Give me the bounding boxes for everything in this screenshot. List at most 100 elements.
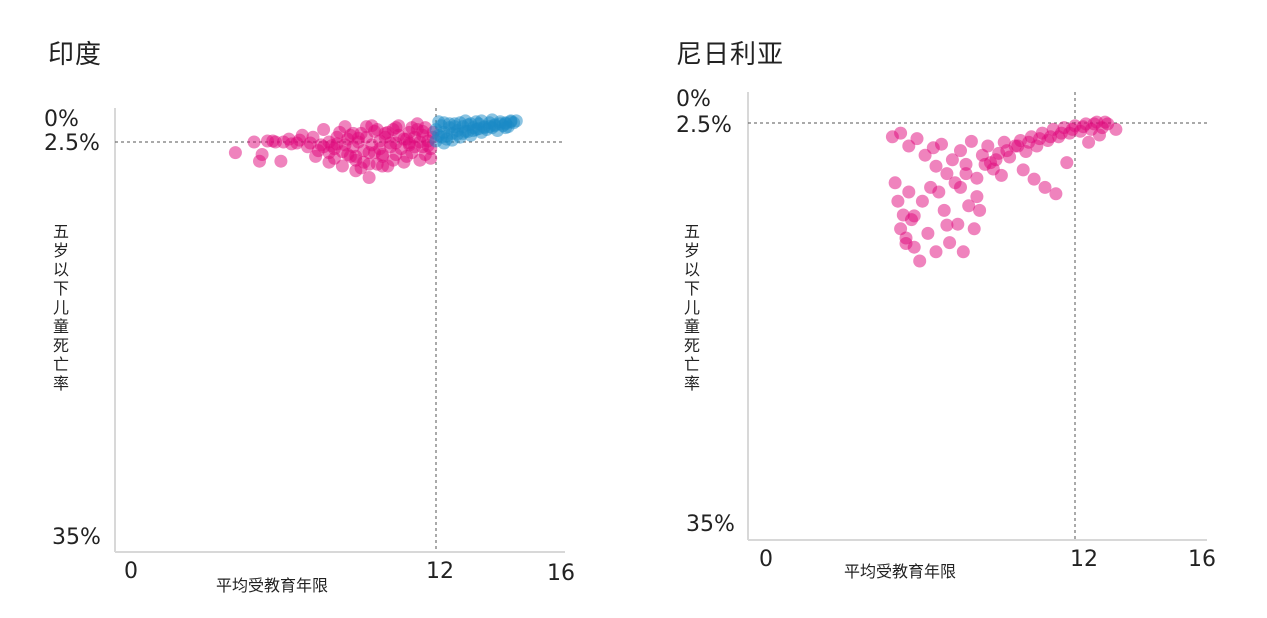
x-tick-label: 12	[1070, 547, 1098, 572]
data-point	[945, 153, 959, 167]
data-point	[370, 157, 384, 171]
data-point	[959, 157, 973, 171]
data-point	[1065, 122, 1079, 136]
y-tick-label: 35%	[52, 525, 101, 550]
data-point	[962, 199, 976, 213]
x-tick-label: 0	[759, 547, 773, 572]
data-point	[277, 135, 290, 149]
x-tick-label: 0	[124, 559, 138, 584]
data-point	[373, 142, 387, 156]
data-point	[362, 171, 376, 184]
chart-title: 印度	[48, 40, 103, 70]
data-point	[959, 167, 973, 181]
data-point	[940, 167, 954, 181]
data-point	[981, 139, 995, 153]
data-point	[368, 124, 381, 138]
data-point	[1027, 172, 1041, 186]
data-point	[1087, 117, 1101, 131]
data-point	[937, 203, 951, 217]
data-point	[1038, 180, 1052, 194]
x-tick-label: 16	[1188, 547, 1216, 572]
data-point	[1093, 128, 1106, 142]
data-point	[1076, 120, 1090, 134]
data-point	[330, 137, 344, 151]
data-point	[255, 148, 269, 161]
data-point	[970, 171, 984, 185]
data-point	[1016, 163, 1030, 177]
data-point	[921, 226, 935, 240]
data-point	[335, 159, 349, 173]
data-point	[485, 113, 499, 127]
y-axis-label: 五岁以下儿童死亡率	[683, 222, 700, 393]
data-point	[894, 126, 908, 140]
data-point	[1022, 135, 1036, 149]
plot-area: 0% 2.5% 35% 0 12 16	[676, 87, 1216, 572]
data-point	[384, 136, 397, 150]
data-point	[956, 245, 970, 259]
data-point	[902, 185, 916, 199]
data-point	[1033, 132, 1047, 146]
y-tick-label: 2.5%	[676, 113, 732, 138]
data-point	[362, 146, 376, 160]
data-point	[410, 117, 424, 131]
data-point	[1109, 122, 1123, 136]
data-point	[357, 155, 371, 169]
data-point	[954, 144, 967, 158]
data-point	[929, 245, 943, 259]
data-point	[964, 134, 978, 148]
data-point	[397, 155, 411, 169]
y-axis-label: 五岁以下儿童死亡率	[52, 222, 69, 393]
data-point	[475, 114, 488, 128]
x-tick-label: 16	[547, 561, 575, 586]
data-point	[1000, 144, 1014, 158]
data-point	[381, 159, 395, 173]
data-point	[499, 121, 513, 135]
data-point	[1011, 139, 1025, 153]
data-point	[317, 123, 331, 136]
data-point	[389, 148, 403, 161]
data-point	[951, 217, 965, 231]
data-point	[954, 180, 967, 194]
data-point	[1082, 135, 1096, 149]
data-point	[967, 222, 981, 236]
x-tick-label: 12	[426, 559, 454, 584]
data-point	[994, 168, 1008, 182]
data-point	[891, 194, 905, 208]
data-point	[943, 236, 957, 250]
data-point	[247, 135, 261, 149]
plot-area: 0% 2.5% 35% 0 12 16	[44, 107, 575, 586]
data-point	[1054, 126, 1068, 140]
data-point	[970, 190, 984, 204]
data-point	[1098, 115, 1112, 129]
chart-nigeria: 尼日利亚 0% 2.5% 35% 0 12 16 五岁以下儿童死亡率 平均受教育…	[630, 0, 1267, 618]
data-point	[351, 131, 365, 145]
data-point	[940, 218, 954, 232]
data-point	[392, 119, 406, 133]
data-point	[888, 176, 902, 190]
chart-title: 尼日利亚	[676, 40, 785, 70]
data-point	[984, 156, 997, 170]
data-point	[935, 137, 948, 151]
data-point	[274, 154, 288, 168]
data-point	[266, 134, 280, 148]
x-axis-label: 平均受教育年限	[844, 562, 957, 581]
data-point	[228, 146, 242, 160]
x-axis-label: 平均受教育年限	[216, 576, 329, 595]
data-point	[1060, 156, 1074, 170]
data-point	[973, 203, 987, 217]
y-tick-label: 0%	[676, 87, 711, 112]
data-point	[907, 209, 921, 223]
data-point	[1044, 130, 1057, 144]
data-point	[341, 148, 355, 161]
y-tick-label: 35%	[686, 512, 735, 537]
points-group	[885, 115, 1123, 268]
points-group	[228, 113, 523, 184]
data-point	[924, 180, 938, 194]
y-tick-label: 2.5%	[44, 131, 100, 156]
data-point	[899, 237, 913, 250]
data-point	[413, 153, 427, 167]
y-tick-label: 0%	[44, 107, 79, 132]
data-point	[913, 254, 927, 268]
data-point	[437, 136, 451, 150]
data-point	[400, 132, 414, 146]
